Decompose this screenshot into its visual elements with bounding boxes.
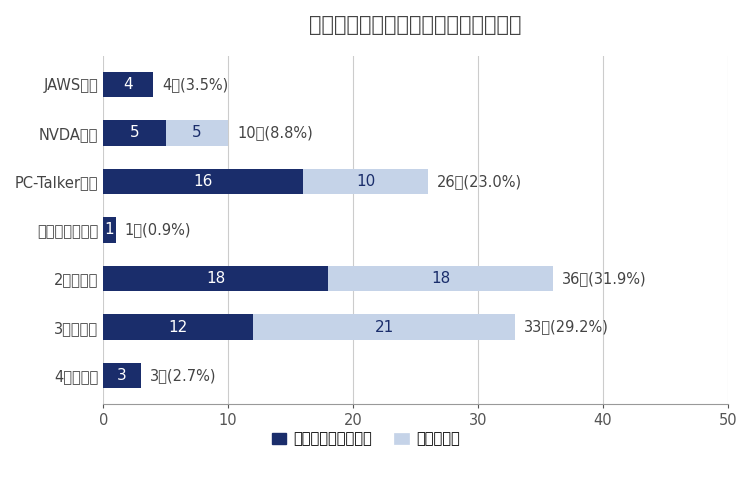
Text: 3: 3 [117, 368, 127, 383]
Text: 4件(3.5%): 4件(3.5%) [162, 77, 229, 92]
Bar [103, 217, 116, 242]
Title: 使用しているスクリーンリーダーの数: 使用しているスクリーンリーダーの数 [309, 15, 522, 35]
Text: 18: 18 [206, 271, 226, 286]
Text: 16: 16 [193, 174, 213, 189]
Text: 4: 4 [123, 77, 133, 92]
Text: 3件(2.7%): 3件(2.7%) [150, 368, 216, 383]
Text: 10件(8.8%): 10件(8.8%) [237, 125, 313, 141]
Text: 1: 1 [105, 222, 114, 237]
Bar [303, 169, 428, 194]
Text: 10: 10 [356, 174, 375, 189]
Bar [103, 266, 328, 291]
Text: 33件(29.2%): 33件(29.2%) [524, 320, 609, 335]
Text: 1件(0.9%): 1件(0.9%) [125, 222, 191, 237]
Bar [103, 169, 303, 194]
Text: 26件(23.0%): 26件(23.0%) [437, 174, 522, 189]
Text: 12: 12 [168, 320, 188, 335]
Bar [103, 72, 153, 97]
Legend: プライベートで使用, 仕事で使用: プライベートで使用, 仕事で使用 [265, 426, 465, 453]
Text: 18: 18 [431, 271, 450, 286]
Bar [165, 120, 228, 146]
Text: 21: 21 [374, 320, 394, 335]
Bar [328, 266, 553, 291]
Bar [103, 314, 253, 340]
Text: 36件(31.9%): 36件(31.9%) [562, 271, 646, 286]
Bar [103, 120, 165, 146]
Text: 5: 5 [130, 125, 139, 141]
Bar [103, 363, 141, 388]
Text: 5: 5 [193, 125, 202, 141]
Bar [253, 314, 515, 340]
